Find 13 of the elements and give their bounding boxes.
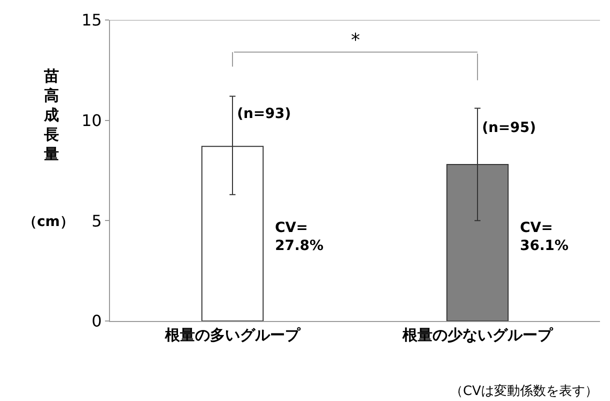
x-tick-label: 根量の多いグループ (164, 326, 301, 344)
y-tick-label: 5 (92, 211, 102, 230)
annotation: CV= 27.8% (275, 220, 324, 254)
annotation: * (351, 30, 360, 51)
text: 苗高成長量（cm） (23, 67, 74, 230)
y-tick-label: 10 (81, 110, 102, 130)
annotation: (n=93) (237, 106, 291, 122)
text: （CVは変動係数を表す） (450, 383, 598, 399)
y-tick-label: 15 (81, 10, 102, 30)
x-tick-label: 根量の少ないグループ (402, 326, 554, 344)
annotation: CV= 36.1% (520, 220, 569, 254)
annotation: (n=95) (482, 120, 536, 136)
y-tick-label: 0 (92, 312, 102, 331)
